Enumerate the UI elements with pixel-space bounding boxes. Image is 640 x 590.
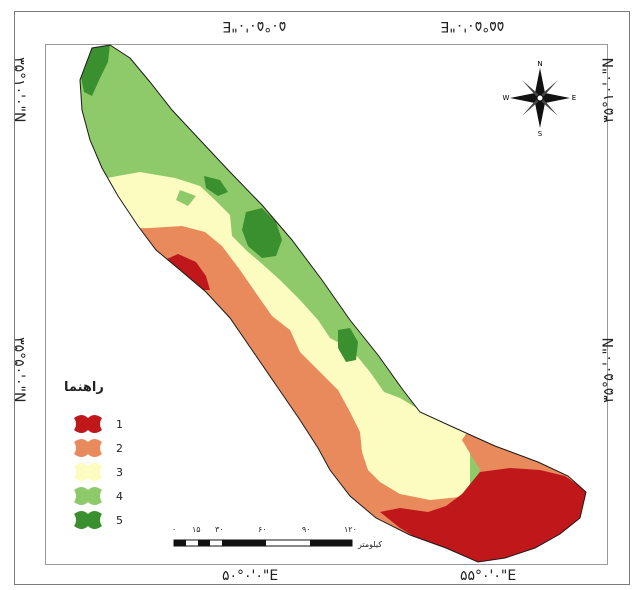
scale-tick-2: ۳۰ bbox=[215, 525, 224, 534]
south-letter: S bbox=[538, 130, 543, 138]
scale-tick-0: ۰ bbox=[172, 525, 177, 534]
north-arrow-icon bbox=[510, 68, 570, 128]
west-letter: W bbox=[503, 94, 510, 102]
legend-label-5: 5 bbox=[116, 514, 123, 527]
basin-outline bbox=[79, 44, 587, 563]
scale-bar bbox=[173, 539, 353, 547]
zone-4-patch-b bbox=[176, 190, 196, 206]
legend-swatches bbox=[74, 415, 102, 529]
zone-4-patch-a bbox=[150, 158, 176, 174]
legend-label-3: 3 bbox=[116, 466, 123, 479]
north-letter: N bbox=[537, 60, 542, 68]
coord-bottom-right: ۵۵°۰'۰"E bbox=[460, 568, 517, 584]
zone-1 bbox=[380, 468, 586, 562]
legend-label-2: 2 bbox=[116, 442, 123, 455]
zone-5-low bbox=[338, 328, 358, 362]
zone-1-patch bbox=[160, 254, 210, 290]
legend-swatch-4 bbox=[74, 487, 102, 505]
zone-5-small bbox=[204, 176, 228, 196]
legend-swatch-5 bbox=[74, 511, 102, 529]
scale-tick-1: ۱۵ bbox=[192, 525, 201, 534]
scale-tick-5: ۱۲۰ bbox=[344, 525, 357, 534]
scale-tick-3: ۶۰ bbox=[258, 525, 267, 534]
legend-swatch-2 bbox=[74, 439, 102, 457]
scale-tick-4: ۹۰ bbox=[302, 525, 311, 534]
map-inner-frame bbox=[45, 44, 608, 565]
east-letter: E bbox=[572, 94, 576, 102]
legend-label-4: 4 bbox=[116, 490, 123, 503]
legend-swatch-1 bbox=[74, 415, 102, 433]
coord-bottom-left: ۵۰°۰'۰"E bbox=[222, 568, 279, 584]
legend-label-1: 1 bbox=[116, 418, 123, 431]
scale-unit: کیلومتر bbox=[358, 540, 383, 549]
map-outer-frame bbox=[14, 11, 630, 585]
legend-title: راهنما bbox=[64, 380, 104, 395]
zone-5-mid bbox=[242, 208, 282, 258]
legend-swatch-3 bbox=[74, 463, 102, 481]
